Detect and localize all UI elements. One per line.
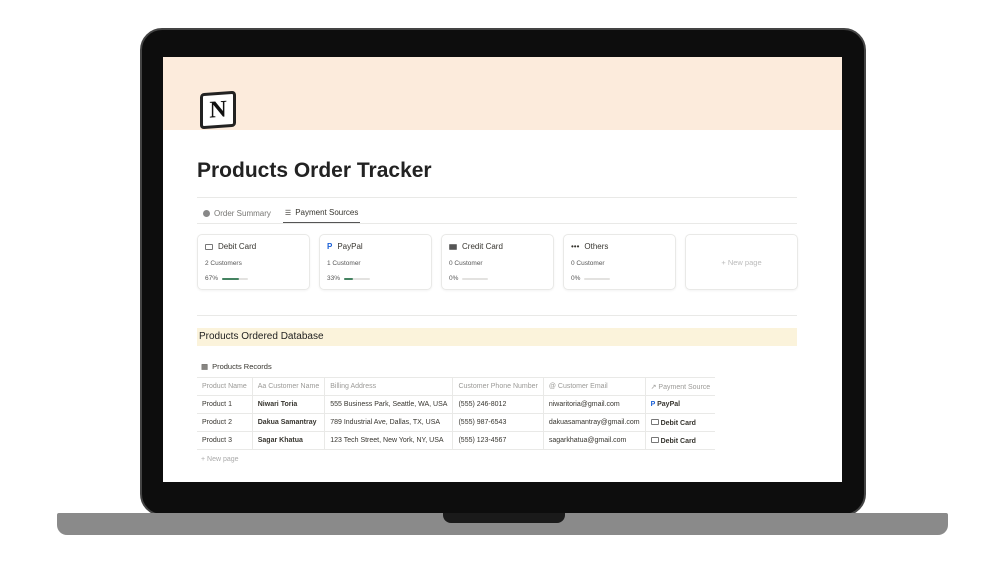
progress-bar (584, 277, 611, 280)
card-title: Others (584, 242, 609, 251)
column-header[interactable]: Billing Address (324, 377, 454, 396)
payment-source: Debit Card (660, 437, 696, 445)
cell[interactable]: Product 1 (197, 395, 253, 414)
cell[interactable]: Dakua Samantray (252, 413, 326, 432)
page-cover (163, 57, 842, 130)
new-page-card[interactable]: + New page (685, 234, 798, 290)
notion-logo: N (200, 90, 236, 130)
cell[interactable]: Product 2 (197, 413, 253, 432)
tab-label: Payment Sources (295, 208, 359, 217)
column-header[interactable]: Aa Customer Name (252, 377, 326, 396)
check-circle-icon (203, 210, 210, 217)
card-percent: 0% (449, 275, 459, 282)
cell[interactable]: sagarkhatua@gmail.com (543, 431, 646, 450)
payment-source: Debit Card (660, 419, 696, 427)
notion-page: N Products Order Tracker Order Summary ☰… (163, 57, 842, 482)
divider (197, 197, 797, 198)
cell[interactable]: Niwari Toria (252, 395, 326, 414)
card-icon (650, 418, 659, 425)
cell[interactable]: Product 3 (197, 431, 253, 450)
table-row: Product 1 Niwari Toria 555 Business Park, … (197, 395, 716, 414)
card-icon (205, 243, 213, 250)
card-count: 2 Customers (205, 260, 242, 267)
card-count: 1 Customer (327, 260, 361, 267)
table-icon: ▦ (201, 362, 209, 371)
credit-card-icon (449, 243, 457, 250)
cell[interactable]: 123 Tech Street, New York, NY, USA (324, 431, 454, 450)
list-icon: ☰ (284, 209, 292, 217)
database-view-title[interactable]: ▦ Products Records (201, 362, 272, 371)
cell[interactable]: (555) 123-4567 (452, 431, 544, 450)
cell[interactable]: 555 Business Park, Seattle, WA, USA (324, 395, 454, 414)
products-table: Product Name Aa Customer Name Billing Ad… (197, 377, 716, 450)
cell[interactable]: (555) 246-8012 (452, 395, 544, 414)
table-row: Product 3 Sagar Khatua 123 Tech Street, Ne… (197, 431, 716, 450)
column-header[interactable]: ↗ Payment Source (645, 377, 716, 396)
card-credit-card[interactable]: Credit Card 0 Customer 0% (441, 234, 554, 290)
divider (197, 223, 797, 224)
view-tabs: Order Summary ☰ Payment Sources (201, 208, 361, 224)
database-heading: Products Ordered Database (197, 328, 797, 346)
cell[interactable]: dakuasamantray@gmail.com (543, 413, 646, 432)
cell[interactable]: Sagar Khatua (252, 431, 326, 450)
card-count: 0 Customer (449, 260, 483, 267)
cell[interactable]: 789 Industrial Ave, Dallas, TX, USA (324, 413, 454, 432)
progress-bar (222, 277, 249, 280)
ellipsis-icon: ••• (571, 242, 580, 251)
divider (197, 315, 797, 316)
card-others[interactable]: ••• Others 0 Customer 0% (563, 234, 676, 290)
card-title: Credit Card (462, 242, 503, 251)
tab-order-summary[interactable]: Order Summary (201, 208, 273, 224)
laptop-notch (443, 513, 565, 523)
card-percent: 33% (327, 275, 341, 282)
column-header[interactable]: Customer Phone Number (452, 377, 544, 396)
cell[interactable]: (555) 987-6543 (452, 413, 544, 432)
cell[interactable]: niwaritoria@gmail.com (543, 395, 646, 414)
paypal-icon: P (650, 401, 656, 408)
card-title: PayPal (337, 242, 363, 251)
card-debit-card[interactable]: Debit Card 2 Customers 67% (197, 234, 310, 290)
card-title: Debit Card (218, 242, 257, 251)
table-row: Product 2 Dakua Samantray 789 Industrial A… (197, 413, 716, 432)
cell[interactable]: Debit Card (645, 431, 716, 450)
card-paypal[interactable]: P PayPal 1 Customer 33% (319, 234, 432, 290)
progress-bar (344, 277, 371, 280)
card-icon (650, 436, 659, 443)
card-count: 0 Customer (571, 260, 605, 267)
tab-payment-sources[interactable]: ☰ Payment Sources (282, 208, 361, 224)
card-percent: 67% (205, 275, 219, 282)
laptop-base (57, 513, 948, 535)
progress-bar (462, 277, 489, 280)
page-title: Products Order Tracker (197, 159, 432, 182)
new-row-button[interactable]: + New page (201, 456, 239, 463)
column-header[interactable]: Product Name (197, 377, 253, 396)
tab-label: Order Summary (214, 209, 271, 218)
column-header[interactable]: @ Customer Email (543, 377, 646, 396)
payment-cards: Debit Card 2 Customers 67% P PayPal 1 Custom… (197, 234, 798, 290)
view-label: Products Records (212, 362, 272, 371)
card-percent: 0% (571, 275, 581, 282)
paypal-icon: P (327, 242, 333, 251)
cell[interactable]: Debit Card (645, 413, 716, 432)
payment-source: PayPal (657, 401, 681, 408)
cell[interactable]: P PayPal (645, 395, 716, 414)
